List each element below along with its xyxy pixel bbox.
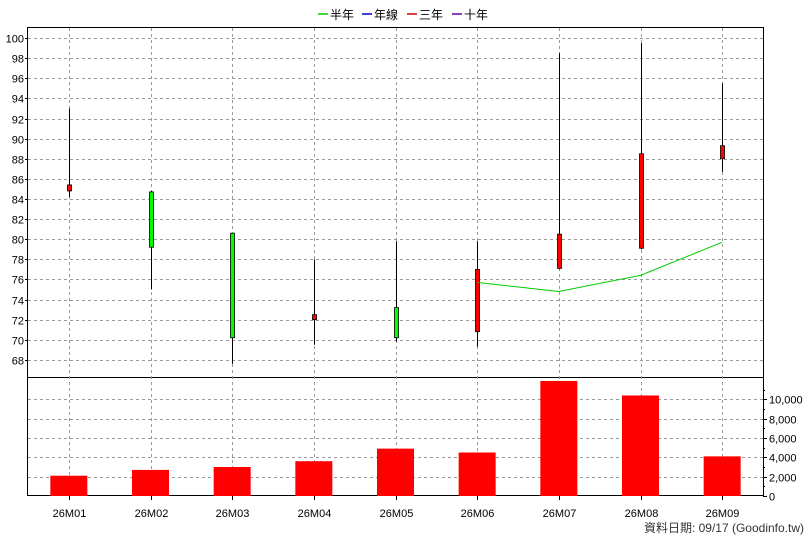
candle-body [475,268,480,333]
volume-bar [295,461,333,496]
price-tick-label: 92 [12,115,24,127]
price-tick-label: 90 [12,135,24,147]
x-tick-label: 26M07 [543,508,577,520]
volume-bar [703,456,741,496]
volume-tick-label: 10,000 [769,395,803,407]
price-tick-label: 76 [12,275,24,287]
candle-body [67,184,72,192]
legend-label: 三年 [419,8,443,22]
x-tick-label: 26M04 [298,508,332,520]
candle-body [149,191,154,248]
candle-body [230,232,235,339]
volume-tick-label: 4,000 [769,453,797,465]
x-tick-label: 26M03 [216,508,250,520]
candles [67,43,725,364]
price-tick-label: 84 [12,195,24,207]
x-tick-label: 26M02 [135,508,169,520]
volume-axis: 0 2,000 4,000 6,000 8,000 10,000 [763,390,803,504]
x-tick-label: 26M01 [53,508,87,520]
moving-average-line [477,241,723,293]
volume-bar [132,469,169,496]
legend: 半年 年線 三年 十年 [318,7,488,22]
footer-note: 資料日期: 09/17 (Goodinfo.tw) [644,521,804,535]
volume-bar [377,448,414,496]
x-tick-label: 26M09 [706,508,740,520]
candle-body [639,153,644,249]
candle-body [557,233,562,269]
x-tick-label: 26M06 [461,508,495,520]
volume-tick-label: 6,000 [769,434,797,446]
candle-body [394,307,399,339]
price-tick-label: 78 [12,255,24,267]
volume-tick-label: 2,000 [769,473,797,485]
price-axis: 68 70 72 74 76 78 80 82 84 86 88 90 92 94 96 98 100 [6,34,28,368]
volume-bars [50,380,741,496]
volume-bar [622,395,659,496]
legend-label: 年線 [374,7,398,22]
volume-tick-label: 0 [769,492,775,504]
price-tick-label: 88 [12,155,24,167]
volume-bar [213,467,251,496]
price-tick-label: 98 [12,54,24,66]
candle-body [312,314,317,321]
volume-tick-label: 8,000 [769,415,797,427]
price-tick-label: 86 [12,175,24,187]
price-tick-label: 96 [12,74,24,86]
price-tick-label: 80 [12,235,24,247]
price-tick-label: 94 [12,94,24,106]
legend-label: 半年 [330,8,354,22]
volume-bar [50,475,88,496]
price-tick-label: 82 [12,215,24,227]
x-axis: 26M01 26M02 26M03 26M04 26M05 26M06 26M07 26M08… [53,496,740,520]
price-tick-label: 100 [6,34,24,46]
volume-bar [458,452,496,496]
x-tick-label: 26M05 [380,508,414,520]
x-tick-label: 26M08 [625,508,659,520]
price-tick-label: 72 [12,316,24,328]
candle-body [720,145,725,160]
moving-average-lines [477,241,723,293]
legend-label: 十年 [464,8,488,22]
price-tick-label: 70 [12,336,24,348]
price-tick-label: 74 [12,296,24,308]
volume-bar [540,380,578,496]
price-tick-label: 68 [12,356,24,368]
